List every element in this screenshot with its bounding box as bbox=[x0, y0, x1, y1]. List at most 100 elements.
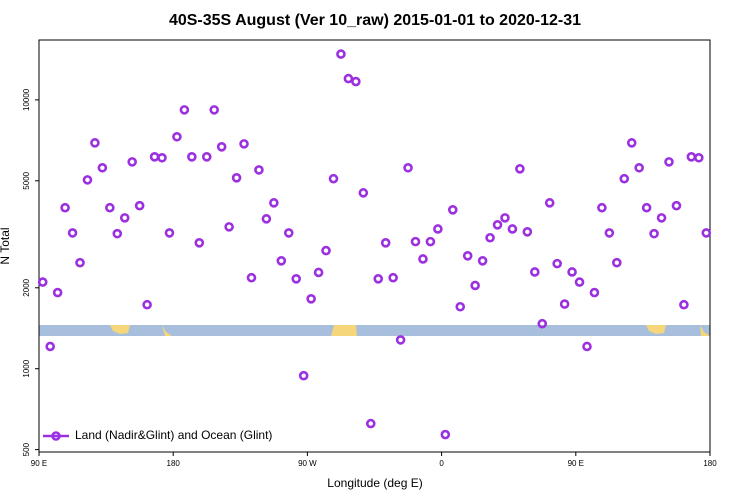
point bbox=[276, 256, 287, 266]
legend-label: Land (Nadir&Glint) and Ocean (Glint) bbox=[75, 428, 272, 442]
point bbox=[298, 370, 309, 381]
x-axis-label: Longitude (deg E) bbox=[327, 476, 422, 490]
point bbox=[172, 131, 182, 142]
point bbox=[656, 213, 667, 223]
point bbox=[641, 202, 652, 213]
point bbox=[388, 272, 398, 283]
point bbox=[105, 202, 115, 213]
point bbox=[701, 228, 712, 238]
x-tick-label: 0 bbox=[439, 459, 444, 468]
point bbox=[127, 157, 137, 167]
point bbox=[306, 293, 316, 304]
point bbox=[544, 198, 555, 208]
y-tick-label: 500 bbox=[22, 442, 31, 456]
point bbox=[164, 228, 175, 238]
point bbox=[626, 138, 637, 148]
point bbox=[254, 165, 264, 175]
point bbox=[649, 228, 659, 239]
point bbox=[336, 49, 346, 59]
point bbox=[433, 224, 443, 234]
x-tick-label: 180 bbox=[167, 459, 181, 468]
point bbox=[231, 173, 242, 183]
x-tick-label: 90 E bbox=[31, 459, 47, 468]
point bbox=[604, 228, 615, 238]
point bbox=[343, 73, 354, 84]
point bbox=[447, 205, 458, 215]
plot-frame bbox=[38, 39, 711, 453]
point bbox=[313, 267, 324, 278]
point bbox=[60, 202, 70, 213]
point bbox=[194, 238, 205, 248]
map-strip bbox=[39, 325, 710, 336]
point bbox=[485, 232, 495, 243]
point bbox=[216, 142, 227, 152]
point bbox=[82, 175, 93, 185]
point bbox=[455, 301, 466, 312]
point bbox=[373, 273, 384, 284]
y-tick-label: 2000 bbox=[22, 278, 31, 296]
point bbox=[425, 236, 436, 247]
point bbox=[179, 105, 190, 115]
chart-title: 40S-35S August (Ver 10_raw) 2015-01-01 t… bbox=[169, 12, 581, 29]
y-tick-label: 5000 bbox=[22, 171, 31, 189]
point bbox=[365, 418, 376, 429]
point bbox=[157, 152, 167, 163]
point bbox=[612, 257, 622, 268]
point bbox=[328, 173, 339, 184]
point bbox=[582, 341, 592, 352]
point bbox=[52, 287, 63, 298]
point bbox=[522, 227, 533, 237]
land bbox=[700, 325, 710, 336]
point bbox=[90, 138, 100, 148]
point bbox=[134, 200, 145, 211]
point bbox=[45, 341, 55, 352]
legend-marker bbox=[51, 431, 61, 441]
point bbox=[97, 162, 108, 173]
point bbox=[440, 429, 451, 440]
point bbox=[142, 299, 152, 310]
point bbox=[567, 267, 577, 277]
point bbox=[529, 267, 540, 277]
point bbox=[477, 256, 488, 266]
land bbox=[646, 325, 666, 334]
land bbox=[331, 325, 357, 336]
point bbox=[201, 152, 212, 162]
point bbox=[67, 228, 78, 238]
point bbox=[358, 188, 369, 198]
point bbox=[395, 335, 406, 345]
point bbox=[246, 272, 257, 283]
point bbox=[589, 287, 600, 298]
x-tick-label: 90 E bbox=[568, 459, 584, 468]
point bbox=[239, 139, 249, 149]
point bbox=[283, 228, 294, 238]
point bbox=[559, 299, 570, 309]
point bbox=[664, 157, 674, 167]
point bbox=[112, 228, 123, 239]
x-tick-label: 180 bbox=[703, 459, 717, 468]
point bbox=[634, 162, 644, 173]
point bbox=[380, 238, 391, 248]
y-tick-label: 1000 bbox=[22, 359, 31, 377]
point bbox=[291, 273, 302, 284]
point bbox=[410, 236, 421, 247]
point bbox=[75, 257, 85, 268]
point bbox=[574, 277, 585, 287]
point bbox=[492, 220, 503, 230]
point bbox=[507, 224, 518, 234]
point bbox=[671, 200, 682, 211]
point bbox=[694, 152, 704, 163]
point bbox=[552, 258, 562, 269]
point bbox=[537, 318, 548, 329]
point bbox=[224, 222, 234, 232]
point bbox=[209, 105, 220, 115]
point bbox=[403, 162, 413, 173]
point bbox=[269, 198, 279, 208]
point bbox=[418, 254, 428, 264]
point bbox=[261, 214, 272, 224]
point bbox=[187, 152, 197, 162]
point bbox=[351, 76, 361, 87]
point bbox=[119, 213, 130, 223]
point bbox=[462, 251, 473, 261]
ocean-band bbox=[39, 325, 710, 336]
